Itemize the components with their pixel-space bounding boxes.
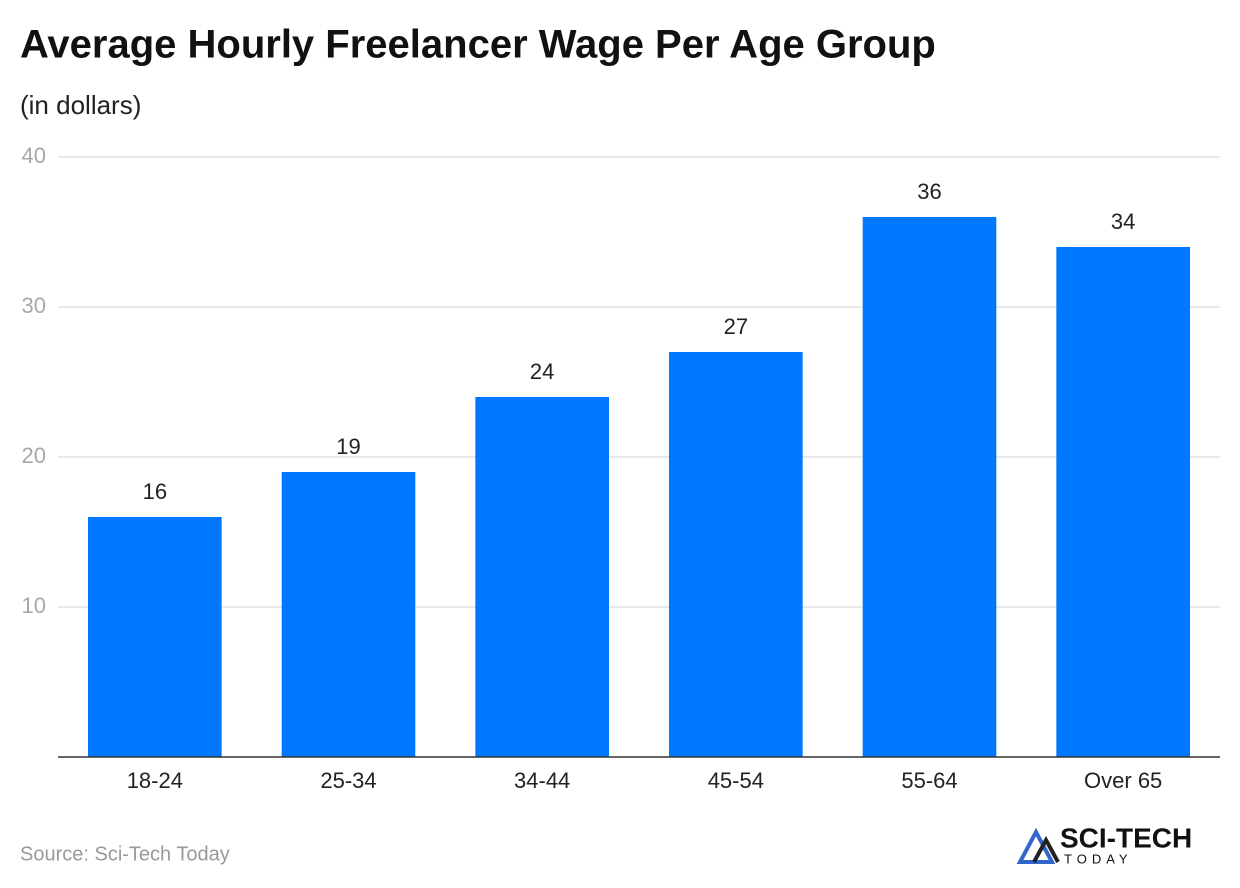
y-tick-label: 40 [22,143,46,168]
y-tick-label: 10 [22,593,46,618]
bar [1056,247,1190,757]
data-label: 16 [143,479,167,504]
x-tick-label: Over 65 [1084,768,1162,793]
source: Source: Sci-Tech Today [20,843,230,865]
x-tick-label: 45-54 [708,768,764,793]
data-label: 36 [917,179,941,204]
bar [88,517,222,757]
bar [281,472,416,757]
x-tick-label: 18-24 [127,768,183,793]
bar [475,397,609,757]
logo-icon [1032,835,1060,863]
y-tick-label: 30 [22,293,46,318]
chart-title: Average Hourly Freelancer Wage Per Age G… [20,23,936,67]
data-label: 27 [724,314,748,339]
y-tick-label: 20 [22,443,46,468]
x-tick-label: 55-64 [901,768,957,793]
chart-subtitle: (in dollars) [20,90,141,120]
logo-tagline: TODAY [1064,851,1133,866]
bar [669,352,803,757]
bar [862,217,997,757]
data-label: 24 [530,359,554,384]
x-tick-label: 34-44 [514,768,570,793]
data-label: 19 [336,434,360,459]
x-tick-label: 25-34 [320,768,376,793]
logo-name: SCI-TECH [1060,822,1192,853]
logo: SCI-TECH TODAY [1016,822,1192,866]
data-label: 34 [1111,209,1135,234]
